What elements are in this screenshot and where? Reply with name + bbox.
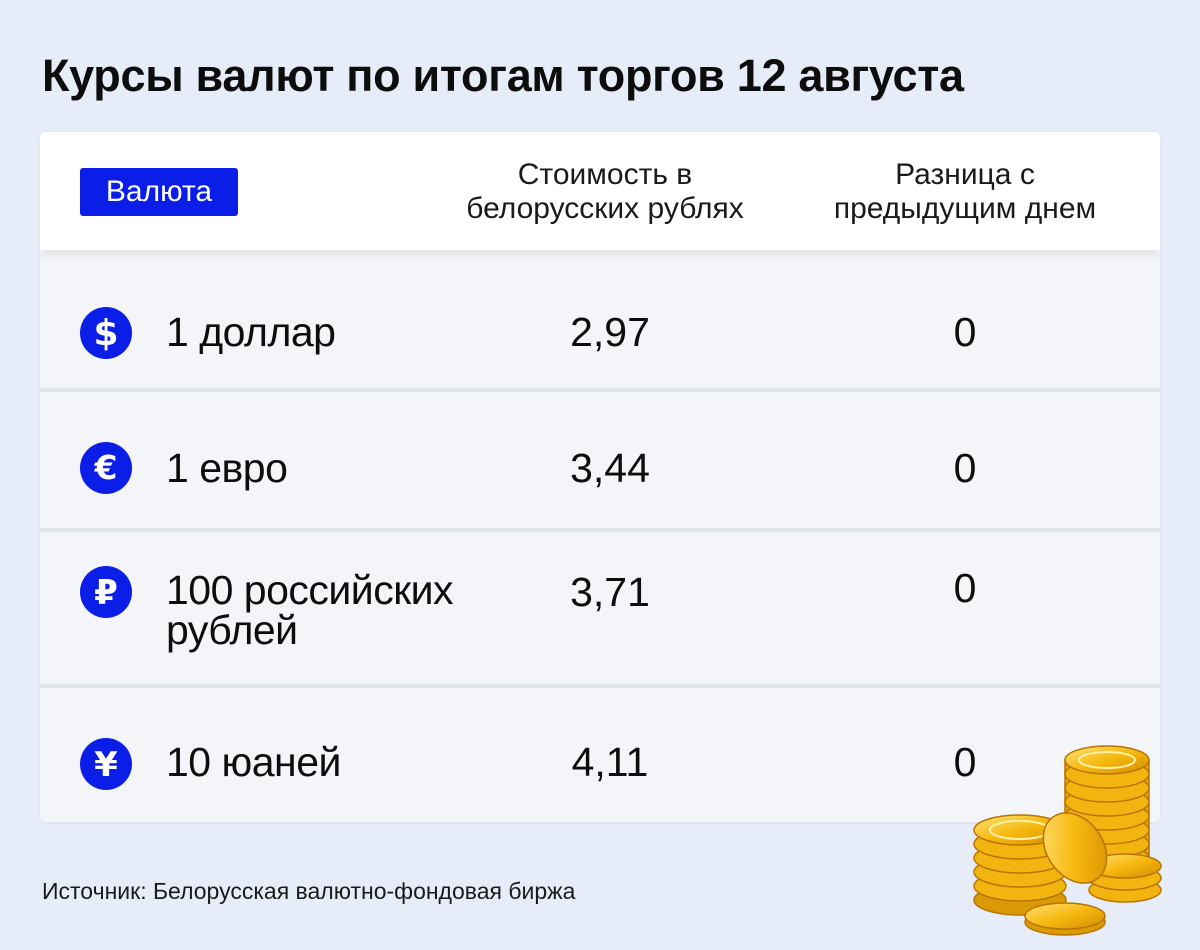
coins-icon xyxy=(973,745,1162,936)
currency-name: 1 евро xyxy=(166,445,288,491)
currency-value: 4,11 xyxy=(571,739,649,785)
currency-diff: 0 xyxy=(953,445,977,491)
diff-header-line2: предыдущим днем xyxy=(833,192,1097,225)
exchange-rate-table: Валюта Стоимость в белорусских рублях Ра… xyxy=(40,132,1160,822)
currency-column-header: Валюта xyxy=(80,168,238,216)
diff-column-header: Разница с предыдущим днем xyxy=(800,158,1130,226)
currency-name-line1: 10 юаней xyxy=(166,739,341,785)
value-column-header: Стоимость в белорусских рублях xyxy=(430,158,780,226)
euro-icon: € xyxy=(80,442,132,494)
currency-name: 10 юаней xyxy=(166,740,341,784)
dollar-icon: $ xyxy=(80,307,132,359)
diff-header-line1: Разница с xyxy=(895,158,1035,191)
currency-name-line1: 1 евро xyxy=(166,445,288,491)
yuan-icon: ¥ xyxy=(80,738,132,790)
source-note: Источник: Белорусская валютно-фондовая б… xyxy=(42,878,576,904)
table-row-euro: € 1 евро 3,44 0 xyxy=(40,392,1160,532)
currency-diff: 0 xyxy=(953,565,977,611)
currency-name: 100 российских рублей xyxy=(166,567,454,653)
currency-name-line2: рублей xyxy=(166,607,298,653)
value-header-line2: белорусских рублях xyxy=(466,192,744,225)
currency-name-line1: 1 доллар xyxy=(166,309,336,355)
table-header: Валюта Стоимость в белорусских рублях Ра… xyxy=(40,132,1160,250)
svg-text:₽: ₽ xyxy=(94,573,118,613)
value-header-line1: Стоимость в xyxy=(517,158,693,191)
currency-value: 2,97 xyxy=(570,309,650,355)
currency-value: 3,71 xyxy=(570,569,650,615)
table-row-ruble: ₽ 100 российских рублей 3,71 0 xyxy=(40,532,1160,688)
currency-value: 3,44 xyxy=(570,445,650,491)
svg-text:¥: ¥ xyxy=(94,745,118,785)
table-row-dollar: $ 1 доллар 2,97 0 xyxy=(40,250,1160,392)
currency-diff: 0 xyxy=(953,309,977,355)
table-row-yuan: ¥ 10 юаней 4,11 0 xyxy=(40,688,1160,822)
ruble-icon: ₽ xyxy=(80,566,132,618)
currency-name-line1: 100 российских xyxy=(166,567,454,613)
page-title: Курсы валют по итогам торгов 12 августа xyxy=(42,50,964,101)
svg-text:€: € xyxy=(94,448,118,487)
svg-text:$: $ xyxy=(93,313,118,354)
currency-name: 1 доллар xyxy=(166,309,336,355)
currency-diff: 0 xyxy=(953,739,977,785)
